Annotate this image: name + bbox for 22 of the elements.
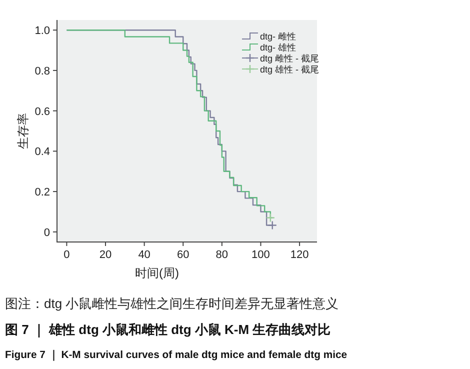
- text: 图注：dtg 小鼠雌性与雄性之间生存时间差异无显著性意义: [5, 296, 339, 311]
- legend-label: dtg- 雌性: [260, 32, 296, 42]
- y-tick-label: 0.2: [34, 186, 50, 199]
- legend-label: dtg 雌性 - 截尾: [260, 54, 320, 64]
- x-tick-label: 60: [176, 249, 190, 261]
- y-tick-label: 0: [44, 226, 50, 239]
- y-tick-label: 1.0: [34, 25, 50, 38]
- y-tick-label: 0.6: [34, 106, 50, 118]
- x-axis-title: 时间(周): [135, 266, 179, 280]
- y-axis-title: 生存率: [16, 113, 30, 149]
- x-tick-label: 80: [216, 249, 228, 261]
- x-tick-label: 120: [290, 249, 309, 261]
- y-tick-label: 0.4: [34, 146, 50, 158]
- y-tick-label: 0.8: [34, 65, 50, 78]
- text: 图 7 ｜ 雄性 dtg 小鼠和雌性 dtg 小鼠 K-M 生存曲线对比: [5, 322, 331, 338]
- legend-label: dtg- 雄性: [260, 42, 296, 52]
- text: Figure 7 ｜ K-M survival curves of male dtg mice and female dtg mice: [5, 350, 348, 361]
- x-tick-label: 40: [138, 249, 150, 261]
- x-tick-label: 100: [252, 249, 270, 261]
- x-tick-label: 20: [99, 249, 112, 261]
- legend-label: dtg 雄性 - 截尾: [260, 64, 320, 74]
- x-tick-label: 0: [64, 249, 70, 261]
